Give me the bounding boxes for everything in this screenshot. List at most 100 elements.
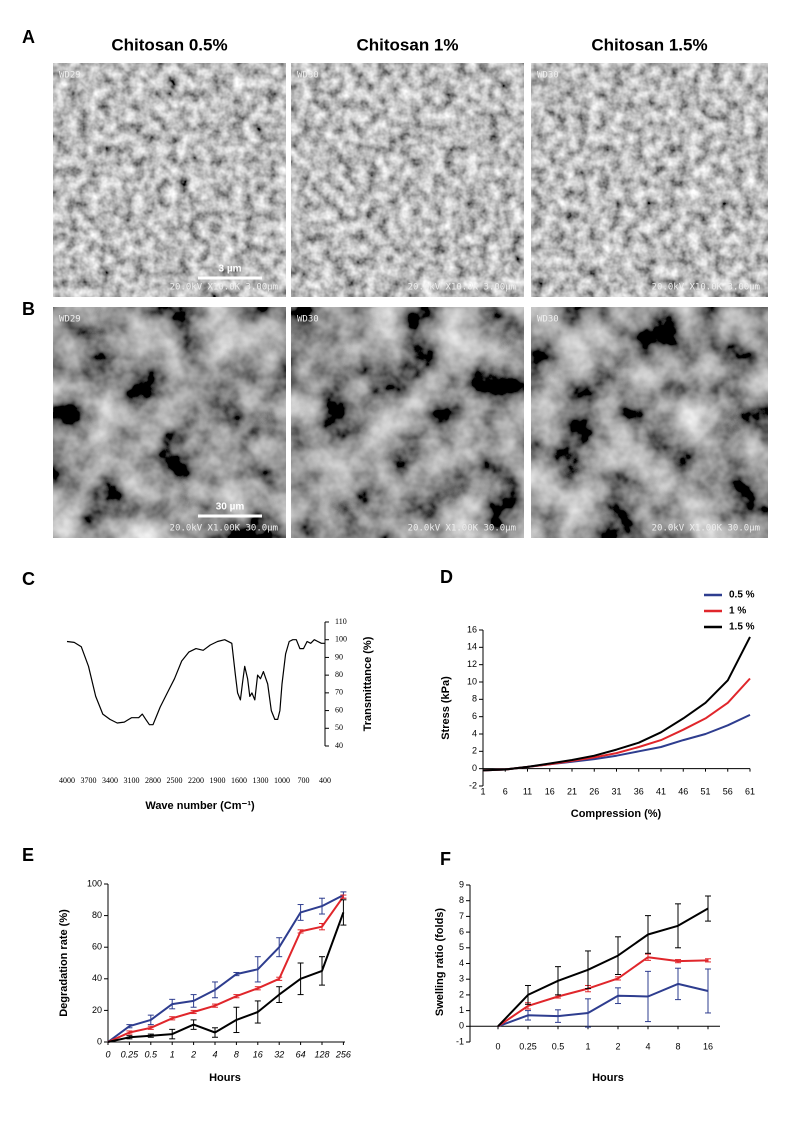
sem-image [291, 307, 524, 538]
error-bar [705, 958, 711, 963]
x-tick-label: 16 [545, 786, 555, 796]
x-tick-label: 3700 [81, 776, 97, 785]
x-tick-label: 8 [675, 1041, 680, 1051]
legend-label: 1 % [729, 606, 746, 617]
x-tick-label: 1900 [210, 776, 226, 785]
x-tick-label: 16 [253, 1049, 263, 1059]
panel-label: F [440, 849, 451, 869]
sem-image [531, 307, 768, 538]
y-axis-title: Degradation rate (%) [58, 909, 70, 1017]
y-tick-label: 14 [467, 642, 477, 652]
x-tick-label: 31 [611, 786, 621, 796]
y-tick-label: 0 [97, 1036, 102, 1046]
x-tick-label: 1 [480, 786, 485, 796]
x-tick-label: 36 [634, 786, 644, 796]
y-tick-label: 5 [459, 942, 464, 952]
x-tick-label: 2200 [188, 776, 204, 785]
y-tick-label: 12 [467, 659, 477, 669]
sem-wd: WD29 [59, 71, 81, 81]
x-tick-label: 2 [615, 1041, 620, 1051]
y-tick-label: 4 [459, 958, 464, 968]
scale-bar-label: 3 µm [219, 264, 242, 275]
y-axis-title: Stress (kPa) [440, 676, 452, 740]
y-tick-label: 100 [87, 878, 102, 888]
series-line [497, 982, 709, 1028]
y-tick-label: 60 [335, 705, 343, 714]
y-tick-label: 80 [335, 670, 343, 679]
sem-info: 20.0kV X10.0K 3.00µm [408, 283, 516, 293]
y-tick-label: 40 [92, 973, 102, 983]
series-line [497, 956, 709, 1028]
x-tick-label: 1600 [231, 776, 247, 785]
panel-label: B [22, 299, 35, 319]
panel-label: D [440, 567, 453, 587]
column-title: Chitosan 0.5% [111, 35, 227, 54]
x-tick-label: 256 [335, 1049, 351, 1059]
x-tick-label: 3400 [102, 776, 118, 785]
y-tick-label: 9 [459, 879, 464, 889]
panel-label: C [22, 569, 35, 589]
sem-wd: WD30 [297, 71, 319, 81]
y-tick-label: 10 [467, 676, 477, 686]
x-tick-label: 16 [703, 1041, 713, 1051]
x-tick-label: 1300 [253, 776, 269, 785]
x-tick-label: 2 [190, 1049, 196, 1059]
series-line [482, 713, 751, 772]
series-line [107, 912, 345, 1043]
sem-info: 20.0kV X10.0K 3.00µm [652, 283, 760, 293]
x-tick-label: 4 [645, 1041, 650, 1051]
x-tick-label: 4 [212, 1049, 217, 1059]
x-tick-label: 8 [234, 1049, 239, 1059]
sem-info: 20.0kV X1.00K 30.0µm [652, 524, 760, 534]
x-tick-label: 4000 [59, 776, 75, 785]
panel-label: E [22, 845, 34, 865]
x-tick-label: 0.25 [121, 1049, 140, 1059]
y-tick-label: 2 [459, 989, 464, 999]
panel-label: A [22, 27, 35, 47]
sem-image [291, 63, 524, 297]
y-axis-title: Swelling ratio (folds) [434, 908, 446, 1017]
y-axis-title: Transmittance (%) [362, 636, 374, 731]
x-axis-title: Wave number (Cm⁻¹) [145, 800, 255, 812]
y-tick-label: 7 [459, 911, 464, 921]
y-tick-label: 2 [472, 746, 477, 756]
x-tick-label: 2500 [167, 776, 183, 785]
sem-wd: WD29 [59, 315, 81, 325]
x-tick-label: 21 [567, 786, 577, 796]
x-tick-label: 0.5 [552, 1041, 565, 1051]
x-tick-label: 61 [745, 786, 755, 796]
y-tick-label: 110 [335, 617, 347, 626]
legend-label: 0.5 % [729, 590, 755, 601]
x-tick-label: 0.25 [519, 1041, 537, 1051]
x-tick-label: 400 [319, 776, 331, 785]
column-title: Chitosan 1% [356, 35, 458, 54]
x-tick-label: 3100 [124, 776, 140, 785]
y-tick-label: 100 [335, 635, 347, 644]
x-tick-label: 11 [523, 786, 532, 796]
y-tick-label: 60 [92, 942, 102, 952]
sem-image [53, 307, 286, 538]
series-line [482, 636, 751, 772]
y-tick-label: 8 [472, 694, 477, 704]
sem-info: 20.0kV X1.00K 30.0µm [170, 524, 278, 534]
y-tick-label: 6 [459, 926, 464, 936]
sem-wd: WD30 [297, 315, 319, 325]
x-tick-label: 41 [656, 786, 666, 796]
y-tick-label: 6 [472, 711, 477, 721]
x-tick-label: 6 [503, 786, 508, 796]
x-tick-label: 64 [296, 1049, 306, 1059]
legend-label: 1.5 % [729, 622, 755, 633]
scale-bar-label: 30 µm [216, 502, 245, 513]
column-title: Chitosan 1.5% [591, 35, 707, 54]
y-tick-label: 3 [459, 974, 464, 984]
y-tick-label: 16 [467, 624, 477, 634]
x-tick-label: 0 [105, 1049, 110, 1059]
x-tick-label: 700 [298, 776, 310, 785]
y-tick-label: 8 [459, 895, 464, 905]
y-tick-label: 0 [472, 763, 477, 773]
x-tick-label: 1000 [274, 776, 290, 785]
y-tick-label: 0 [459, 1021, 464, 1031]
y-tick-label: -1 [456, 1036, 464, 1046]
series-line [107, 894, 344, 1043]
